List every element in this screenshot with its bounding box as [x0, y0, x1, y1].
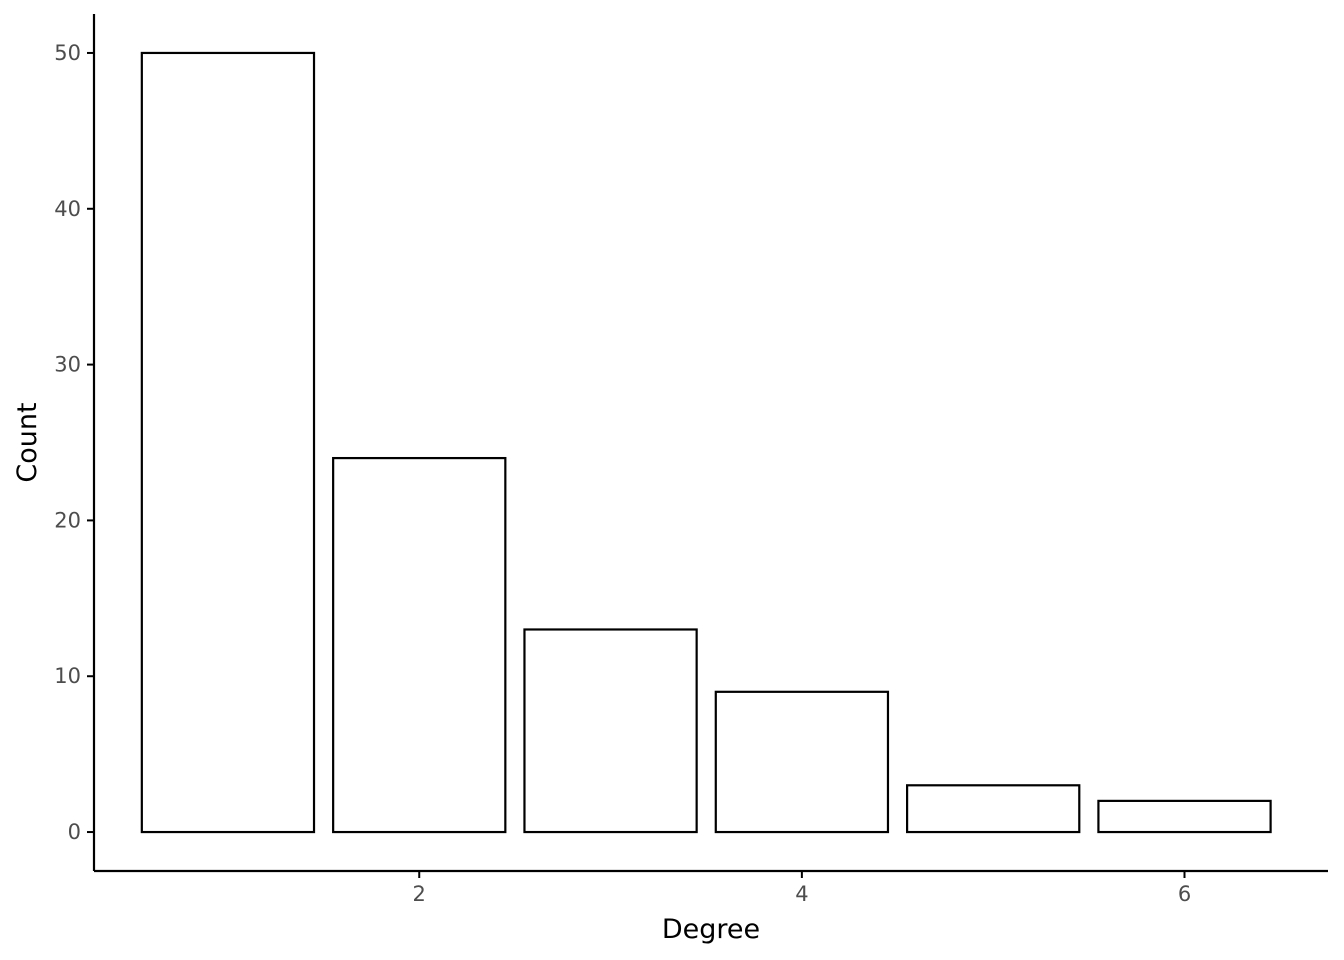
- bars-layer: [140, 51, 1272, 834]
- x-axis-title: Degree: [662, 914, 760, 945]
- axes-layer: [92, 14, 1328, 873]
- bar-degree-5: [906, 784, 1081, 834]
- y-ticks: 0 10 20 30 40 50: [54, 41, 94, 844]
- y-tick-label: 50: [54, 41, 81, 65]
- y-tick-label: 30: [54, 353, 81, 377]
- x-ticks: 2 4 6: [413, 871, 1191, 906]
- y-tick-label: 10: [54, 664, 81, 688]
- y-tick-label: 0: [68, 820, 81, 844]
- y-tick-label: 20: [54, 508, 81, 532]
- x-tick-label: 6: [1178, 882, 1191, 906]
- bar-degree-3: [523, 628, 698, 834]
- x-tick-label: 4: [795, 882, 808, 906]
- x-tick-label: 2: [413, 882, 426, 906]
- bar-degree-2: [332, 456, 507, 834]
- bar-degree-4: [714, 690, 890, 834]
- bar-degree-1: [140, 51, 316, 834]
- y-axis-title: Count: [12, 402, 43, 482]
- bar-degree-6: [1097, 799, 1272, 834]
- y-tick-label: 40: [54, 197, 81, 221]
